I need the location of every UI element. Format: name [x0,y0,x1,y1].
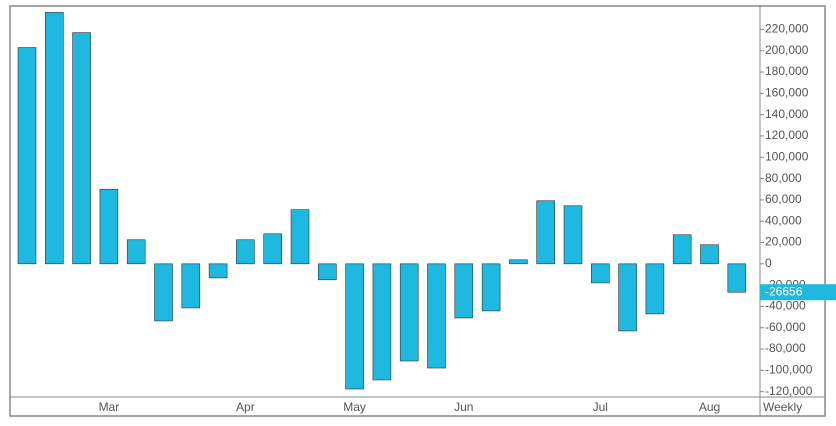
bar [481,263,501,312]
bar [290,209,310,265]
y-tick-label: 200,000 [765,43,809,57]
y-tick-label: 220,000 [765,22,809,36]
y-tick-label: 180,000 [765,64,809,78]
bar [236,239,255,265]
bar [72,32,91,265]
last-value-box [760,284,836,301]
bar [427,263,446,369]
y-tick-label: 140,000 [765,107,809,121]
interval-label: Weekly [763,400,802,414]
bar [509,259,528,265]
y-tick-label: 20,000 [765,235,802,249]
x-tick-label: May [343,400,366,414]
bar [563,205,583,265]
x-tick-label: Aug [699,400,720,414]
y-tick-label: 0 [765,256,772,270]
bar [618,263,637,332]
y-tick-label: 160,000 [765,86,809,100]
bar [645,263,665,315]
bar [590,263,610,284]
bar [536,200,556,265]
last-value-label: -26656 [765,284,803,298]
x-tick-label: Jun [454,400,473,414]
bar [208,263,228,279]
y-tick-label: -60,000 [765,320,806,334]
y-tick-label: 80,000 [765,171,802,185]
bar [263,233,283,265]
chart-frame [9,5,826,417]
bar [727,263,747,293]
bar [99,188,119,265]
bar [317,263,337,281]
bar [672,234,692,265]
x-tick-label: Mar [99,400,120,414]
bar [700,244,719,265]
bar [454,263,474,319]
bar [17,47,37,265]
bar [181,263,201,309]
y-tick-label: -40,000 [765,299,806,313]
y-tick-label: 40,000 [765,213,802,227]
y-tick-label: -120,000 [765,384,813,398]
bar [399,263,419,362]
y-tick-label: -100,000 [765,363,813,377]
y-tick-label: 60,000 [765,192,802,206]
x-tick-label: Jul [593,400,608,414]
bar [126,239,146,265]
bar [44,12,64,265]
bar [154,263,173,322]
bar [372,263,392,381]
x-tick-label: Apr [236,400,255,414]
y-tick-label: -80,000 [765,341,806,355]
bar [345,263,364,390]
y-tick-label: 100,000 [765,149,809,163]
y-tick-label: 120,000 [765,128,809,142]
